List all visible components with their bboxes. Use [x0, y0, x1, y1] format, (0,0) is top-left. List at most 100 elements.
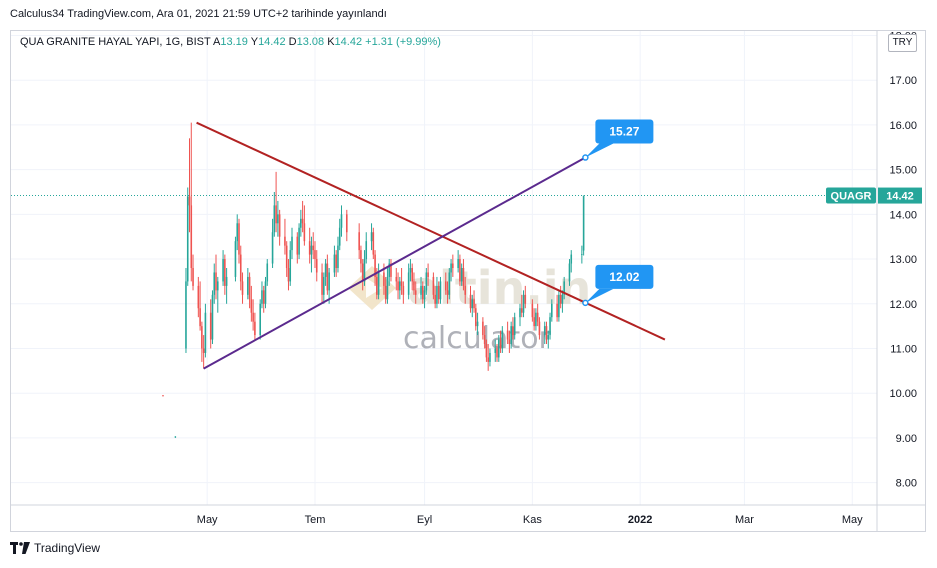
x-tick-label: Mar [735, 514, 754, 526]
candle-body [432, 276, 435, 295]
candle [361, 259, 364, 291]
y-tick-label: 13.00 [889, 254, 917, 266]
candle-body [476, 321, 479, 327]
candle-body [222, 259, 224, 282]
candle [457, 250, 459, 273]
candle-body [399, 281, 401, 291]
candle [345, 209, 348, 242]
footer[interactable]: TradingView [10, 541, 100, 555]
last-price-badge[interactable]: QUAGR 14.42 [826, 187, 922, 204]
candle [399, 276, 401, 300]
candle-body [421, 285, 424, 300]
candle [450, 259, 452, 282]
candle [483, 326, 486, 349]
candle [326, 254, 329, 295]
candle [216, 276, 219, 313]
candle [469, 285, 472, 313]
badge-symbol-bg [826, 187, 876, 204]
candle-body [291, 236, 293, 251]
candle [407, 263, 410, 300]
y-tick-label: 8.00 [896, 478, 917, 490]
candle-body [545, 326, 548, 340]
chart-frame[interactable] [10, 30, 926, 532]
badge-value: 14.42 [886, 191, 914, 203]
candle-body [186, 196, 189, 282]
candle-body [469, 294, 472, 309]
candle [386, 268, 389, 304]
candle-body [310, 245, 313, 255]
candle-body [568, 263, 571, 282]
candle [328, 268, 330, 304]
candle-body [308, 241, 311, 255]
candle [298, 223, 300, 260]
candle [460, 263, 463, 286]
candle-body [512, 326, 514, 336]
candle-body [397, 281, 399, 291]
candle [358, 223, 360, 260]
candle [365, 232, 368, 264]
candle-body [340, 214, 343, 228]
candle-body [582, 195, 585, 251]
candle-body [559, 294, 562, 304]
candle [254, 312, 256, 340]
candle-body [236, 223, 239, 242]
currency-button[interactable]: TRY [888, 34, 917, 52]
candle-body [213, 272, 216, 295]
candle [262, 285, 265, 313]
candle-body [298, 227, 300, 255]
legend-open-label: A [212, 36, 221, 48]
candle-body [538, 321, 541, 336]
legend-high-value: 14.42 [258, 36, 286, 48]
legend-low-label: D [288, 36, 297, 48]
legend-high-label: Y [250, 36, 259, 48]
candle-body [411, 268, 413, 282]
badge-value-bg [878, 187, 922, 204]
candle-body [247, 276, 249, 295]
candle [420, 276, 422, 300]
candle-body [264, 281, 267, 304]
candle [402, 281, 405, 304]
candle [432, 272, 435, 300]
candle [277, 200, 279, 237]
candle-body [360, 250, 362, 264]
y-tick-label: 9.00 [896, 433, 917, 445]
badge-symbol: QUAGR [831, 191, 872, 203]
candle [273, 191, 276, 237]
candle [275, 171, 277, 233]
candle-body [248, 276, 251, 300]
candle-body [261, 290, 263, 304]
candle-body [535, 312, 537, 327]
candle-body [425, 272, 428, 291]
candle-body [254, 321, 256, 336]
candle-body [275, 205, 277, 224]
candle-body [301, 218, 304, 224]
candle-body [358, 232, 360, 251]
candle [289, 241, 292, 286]
candle-body [444, 281, 447, 291]
candle [174, 436, 177, 438]
candle-body [209, 312, 212, 340]
candle-body [321, 272, 323, 295]
legend-change: +1.31 (+9.99%) [365, 36, 441, 48]
price-callout: 12.02 [582, 264, 654, 307]
candle-body [284, 236, 286, 246]
candle [436, 276, 438, 309]
callout-label: 15.27 [609, 125, 639, 139]
series-legend[interactable]: QUA GRANITE HAYAL YAPI, 1G, BIST A13.19 … [20, 36, 441, 48]
candle-body [520, 308, 523, 313]
candle [308, 227, 311, 264]
candle-body [324, 263, 327, 277]
candle-body [506, 330, 509, 340]
callout-box [595, 119, 654, 144]
candle-body [494, 348, 497, 353]
candle-body [423, 290, 426, 300]
candle [333, 245, 336, 277]
candle-body [437, 285, 440, 300]
candle-body [473, 299, 475, 309]
candle [188, 138, 191, 233]
candle [448, 268, 451, 300]
y-tick-label: 14.00 [889, 209, 917, 221]
candle [533, 308, 535, 331]
candle-body [549, 317, 551, 336]
